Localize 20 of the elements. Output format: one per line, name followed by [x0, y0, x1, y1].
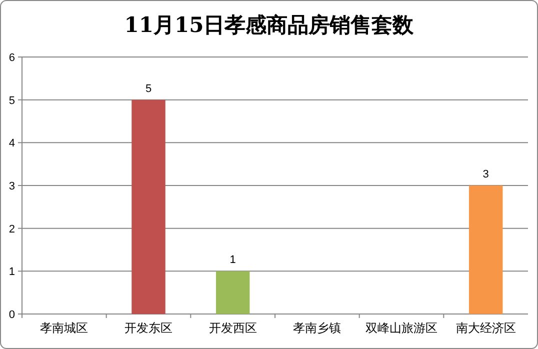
y-tick-label: 2 [8, 223, 15, 236]
data-label: 5 [145, 82, 152, 95]
bar [216, 271, 250, 314]
bar [132, 100, 166, 314]
x-tick-label: 孝南乡镇 [293, 321, 342, 335]
x-tick-label: 双峰山旅游区 [366, 321, 438, 335]
x-tick-label: 南大经济区 [456, 321, 516, 335]
y-tick-label: 4 [8, 138, 15, 150]
y-tick-label: 6 [8, 52, 15, 64]
y-tick-label: 3 [8, 180, 15, 192]
chart-title: 11月15日孝感商品房销售套数 [124, 12, 415, 37]
x-tick-label: 孝南城区 [40, 321, 88, 335]
y-tick-label: 1 [8, 266, 15, 278]
data-label: 3 [482, 168, 489, 180]
x-tick-label: 开发西区 [208, 321, 257, 335]
bar [468, 186, 503, 314]
y-tick-label: 5 [8, 94, 15, 107]
x-tick-label: 开发东区 [124, 321, 172, 335]
data-label: 1 [230, 254, 236, 266]
y-tick-label: 0 [8, 309, 15, 321]
